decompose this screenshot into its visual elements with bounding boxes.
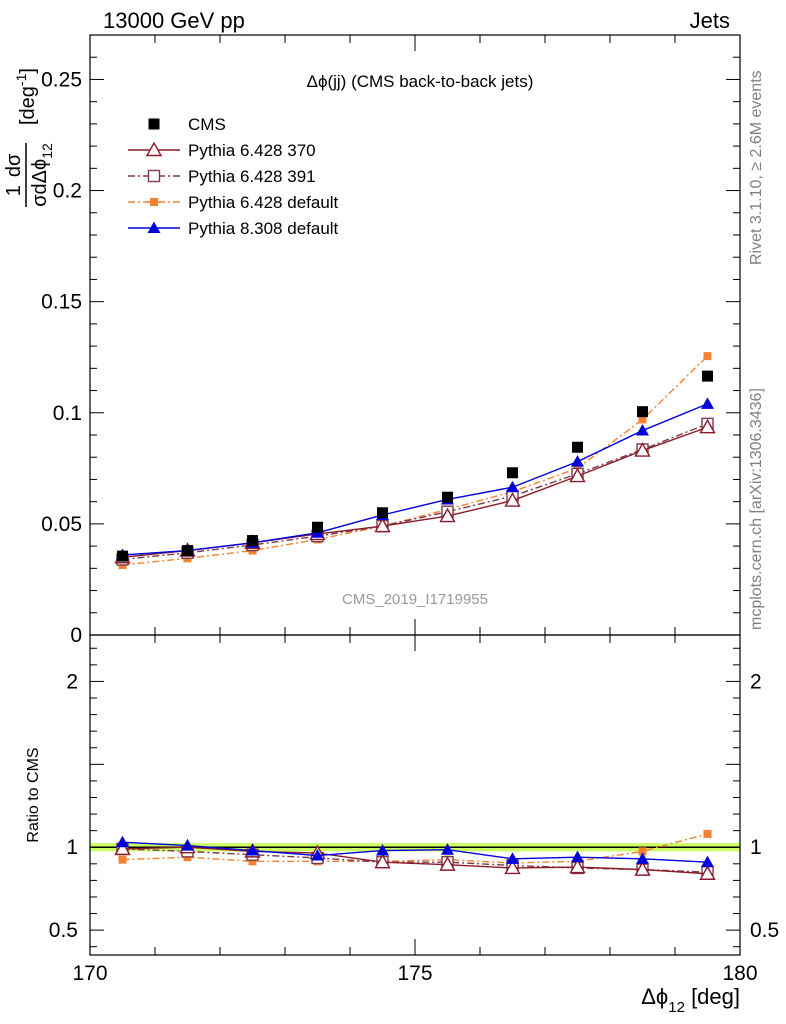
ratio-panel: 0.5 0.5 1 1 2 2 Ratio to CMS 170 175 180 Δϕ12 [… bbox=[25, 634, 779, 1016]
ratio-point-p370 bbox=[634, 861, 651, 876]
main-point-cms bbox=[117, 550, 128, 562]
ratio-point-p8def bbox=[181, 839, 194, 851]
legend-marker-p8def bbox=[147, 221, 161, 233]
main-point-p370 bbox=[439, 507, 456, 523]
rivet-version-label: Rivet 3.1.10, ≥ 2.6M events bbox=[748, 70, 765, 265]
ratio-point-p8def bbox=[376, 844, 389, 856]
main-point-p8def bbox=[506, 480, 519, 493]
ratio-point-p8def bbox=[246, 844, 259, 856]
ratio-axis-ticks bbox=[89, 635, 741, 955]
ratio-frame bbox=[89, 634, 741, 956]
main-line-p370 bbox=[122, 426, 708, 558]
main-line-p8def bbox=[122, 403, 708, 556]
ratio-point-p8def bbox=[571, 850, 584, 863]
chart-title: Δϕ(jj) (CMS back-to-back jets) bbox=[307, 72, 534, 91]
main-point-cms bbox=[247, 535, 258, 547]
ratio-point-p8def bbox=[506, 852, 519, 864]
legend-marker-p6def bbox=[150, 198, 158, 206]
main-point-cms bbox=[442, 491, 453, 503]
ratio-point-p370 bbox=[439, 856, 456, 871]
ratio-point-p370 bbox=[699, 865, 716, 880]
legend-marker-p370 bbox=[145, 141, 163, 157]
ratio-point-p8def bbox=[311, 849, 324, 861]
main-point-cms bbox=[377, 507, 388, 519]
main-y-tick-label: 0.05 bbox=[41, 513, 82, 536]
legend-marker-p391 bbox=[147, 169, 161, 183]
legend-label-p370: Pythia 6.428 370 bbox=[188, 141, 316, 160]
main-y-tick-labels: 0 0.05 0.1 0.15 0.2 0.25 bbox=[41, 68, 82, 647]
x-axis-label: Δϕ12 [deg] bbox=[641, 984, 740, 1016]
ratio-point-p8def bbox=[441, 843, 454, 855]
x-tick-label: 170 bbox=[72, 962, 107, 985]
main-line-p391 bbox=[122, 423, 708, 561]
legend-marker-cms bbox=[148, 118, 160, 130]
main-point-p370 bbox=[699, 418, 716, 434]
main-point-p8def bbox=[636, 424, 649, 436]
main-point-cms bbox=[572, 441, 583, 453]
watermark: CMS_2019_I1719955 bbox=[342, 591, 488, 608]
main-point-p6def bbox=[638, 415, 647, 424]
ratio-y-tick-label-right: 2 bbox=[750, 670, 762, 693]
ratio-point-p6def bbox=[638, 847, 647, 856]
main-point-cms bbox=[182, 545, 193, 557]
main-point-p370 bbox=[569, 467, 586, 483]
main-point-cms bbox=[702, 370, 713, 382]
ratio-point-p8def bbox=[116, 835, 129, 848]
ratio-line-p370 bbox=[122, 846, 708, 875]
main-line-p6def bbox=[122, 355, 708, 566]
ratio-y-tick-label-left: 2 bbox=[66, 670, 78, 693]
main-panel: 0 0.05 0.1 0.15 0.2 0.25 Δϕ(jj) (CMS back-to-… bbox=[3, 34, 741, 647]
ratio-point-p370 bbox=[569, 858, 586, 874]
ratio-y-tick-labels: 0.5 0.5 1 1 2 2 bbox=[49, 670, 779, 942]
ratio-point-p6def bbox=[248, 857, 257, 866]
ratio-point-p370 bbox=[114, 840, 131, 856]
legend-label-p8def: Pythia 8.308 default bbox=[188, 219, 339, 238]
header-left: 13000 GeV pp bbox=[103, 8, 245, 33]
main-y-tick-label: 0.1 bbox=[53, 402, 82, 425]
legend-label-cms: CMS bbox=[188, 115, 226, 134]
main-point-p370 bbox=[504, 492, 521, 507]
x-tick-label: 180 bbox=[722, 962, 757, 985]
ratio-point-p6def bbox=[703, 829, 712, 838]
ratio-point-p6def bbox=[118, 855, 127, 864]
main-y-tick-label: 0.25 bbox=[41, 68, 82, 91]
ratio-point-p370 bbox=[504, 859, 521, 875]
legend: CMS Pythia 6.428 370 Pythia 6.428 391 Pythi… bbox=[128, 115, 339, 238]
ratio-y-tick-label-left: 1 bbox=[66, 836, 78, 859]
main-axis-ticks bbox=[89, 34, 741, 636]
ratio-point-p8def bbox=[701, 855, 714, 868]
header-right: Jets bbox=[690, 8, 730, 33]
main-point-p6def bbox=[703, 352, 712, 361]
ratio-series-layer bbox=[90, 829, 740, 880]
ratio-point-p8def bbox=[636, 852, 649, 864]
main-point-p8def bbox=[701, 397, 714, 409]
main-point-p8def bbox=[571, 455, 584, 467]
main-point-p370 bbox=[374, 517, 391, 533]
main-point-p370 bbox=[634, 442, 651, 457]
x-tick-labels: 170 175 180 bbox=[72, 962, 757, 985]
main-series-layer bbox=[114, 352, 716, 569]
legend-label-p391: Pythia 6.428 391 bbox=[188, 167, 316, 186]
y-label-denominator: σdΔϕ12 bbox=[29, 143, 55, 207]
ratio-y-tick-label-left: 0.5 bbox=[49, 919, 78, 942]
main-y-tick-label: 0 bbox=[70, 624, 82, 647]
ratio-y-axis-label: Ratio to CMS bbox=[25, 747, 42, 842]
main-y-tick-label: 0.15 bbox=[41, 291, 82, 314]
ratio-line-p8def bbox=[122, 841, 708, 863]
legend-label-p6def: Pythia 6.428 default bbox=[188, 193, 339, 212]
mcplots-label: mcplots.cern.ch [arXiv:1306.3436] bbox=[748, 388, 765, 630]
main-point-cms bbox=[507, 467, 518, 479]
ratio-point-p370 bbox=[374, 853, 391, 869]
y-label-numerator: 1dσ bbox=[3, 153, 25, 196]
x-tick-label: 175 bbox=[397, 962, 432, 985]
ratio-y-tick-label-right: 1 bbox=[750, 836, 762, 859]
main-point-cms bbox=[637, 406, 648, 418]
ratio-y-tick-label-right: 0.5 bbox=[750, 919, 779, 942]
main-y-tick-label: 0.2 bbox=[53, 180, 82, 203]
y-label-unit: [deg-1] bbox=[13, 68, 39, 125]
main-point-cms bbox=[312, 521, 323, 533]
